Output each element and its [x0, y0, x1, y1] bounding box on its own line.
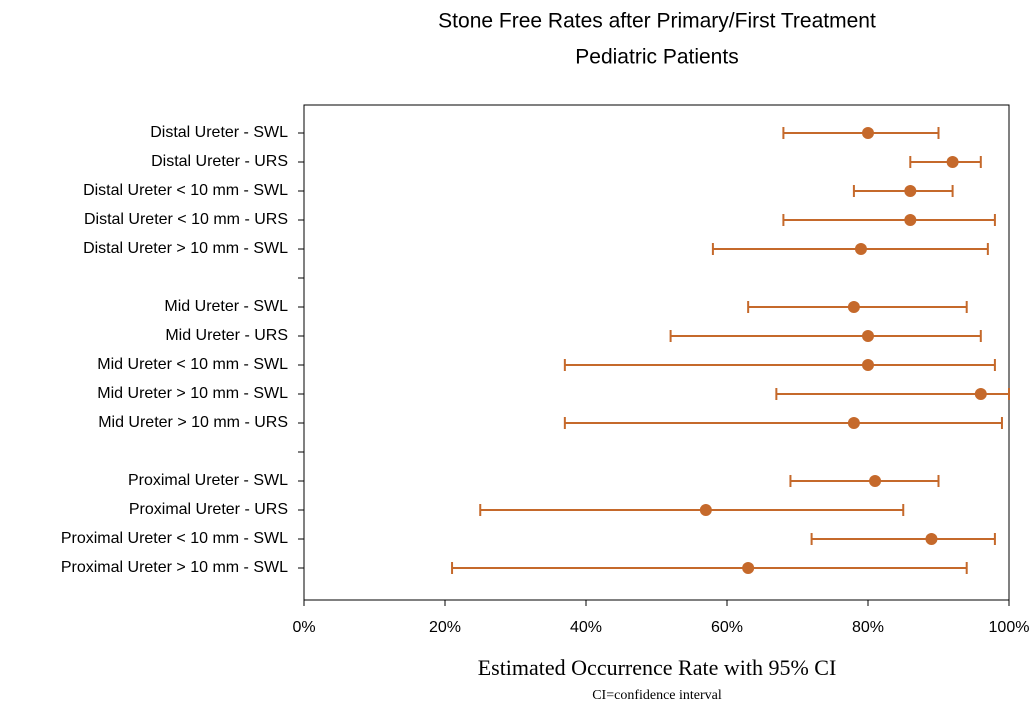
x-tick-label: 60%: [711, 619, 743, 636]
point: [699, 504, 712, 516]
point: [862, 330, 874, 342]
y-tick-label: Proximal Ureter > 10 mm - SWL: [61, 559, 288, 576]
y-tick-label: Distal Ureter < 10 mm - URS: [84, 211, 288, 228]
point: [742, 562, 755, 574]
x-tick-label: 100%: [989, 619, 1030, 636]
y-tick-label: Proximal Ureter - SWL: [128, 472, 288, 489]
y-tick-label: Distal Ureter < 10 mm - SWL: [83, 182, 288, 199]
y-tick-label: Mid Ureter > 10 mm - URS: [98, 414, 288, 431]
point: [869, 475, 882, 487]
y-tick-label: Proximal Ureter < 10 mm - SWL: [61, 530, 288, 547]
point: [847, 301, 860, 313]
y-tick-label: Mid Ureter > 10 mm - SWL: [97, 385, 288, 402]
y-tick-label: Mid Ureter < 10 mm - SWL: [97, 356, 288, 373]
point: [946, 156, 959, 168]
y-tick-label: Proximal Ureter - URS: [129, 501, 288, 518]
y-tick-label: Distal Ureter > 10 mm - SWL: [83, 240, 288, 257]
point: [904, 214, 917, 226]
chart-title: Stone Free Rates after Primary/First Tre…: [438, 10, 876, 33]
x-axis-note: CI=confidence interval: [592, 688, 722, 703]
y-tick-label: Distal Ureter - URS: [151, 153, 288, 170]
x-tick-label: 0%: [292, 619, 315, 636]
point: [904, 185, 917, 197]
point: [847, 417, 860, 429]
point: [925, 533, 938, 545]
plot-frame: [303, 104, 1010, 601]
x-tick-label: 40%: [570, 619, 602, 636]
x-tick-label: 20%: [429, 619, 461, 636]
point: [854, 243, 867, 255]
y-tick-label: Distal Ureter - SWL: [150, 124, 288, 141]
point: [862, 359, 874, 371]
x-axis-label: Estimated Occurrence Rate with 95% CI: [478, 655, 837, 680]
chart-subtitle: Pediatric Patients: [575, 46, 738, 69]
x-tick-label: 80%: [852, 619, 884, 636]
y-tick-label: Mid Ureter - URS: [165, 327, 288, 344]
y-tick-label: Mid Ureter - SWL: [164, 298, 288, 315]
point: [974, 388, 987, 400]
point: [862, 127, 874, 139]
